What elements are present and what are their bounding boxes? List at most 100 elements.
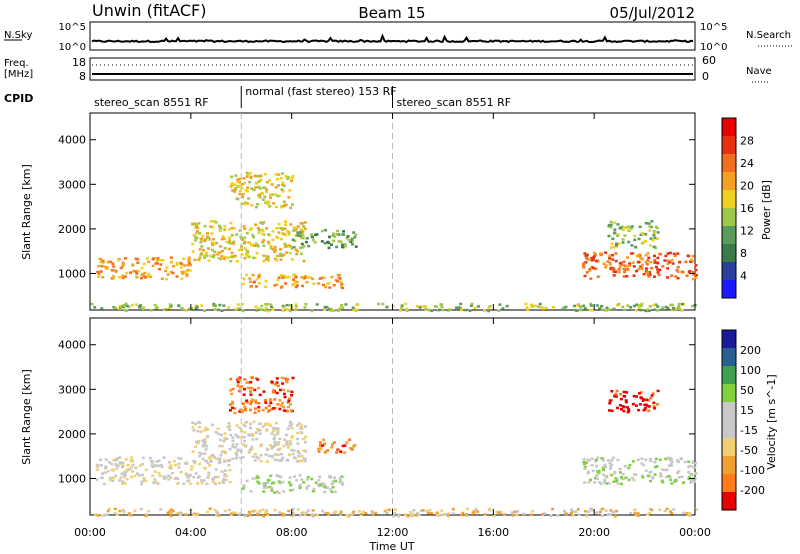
- heatmap-cell: [644, 403, 648, 407]
- heatmap-cell: [385, 509, 388, 512]
- heatmap-cell: [540, 306, 544, 309]
- heatmap-cell: [648, 471, 652, 474]
- heatmap-cell: [304, 440, 307, 444]
- heatmap-cell: [630, 225, 634, 228]
- heatmap-cell: [459, 302, 463, 306]
- heatmap-cell: [109, 260, 113, 264]
- heatmap-cell: [257, 402, 261, 405]
- heatmap-cell: [594, 267, 598, 271]
- heatmap-cell: [687, 477, 691, 481]
- heatmap-cell: [599, 508, 603, 512]
- heatmap-cell: [265, 227, 269, 230]
- colorbar-tick-label: 24: [740, 157, 754, 170]
- heatmap-cell: [327, 282, 331, 285]
- heatmap-cell: [168, 510, 172, 513]
- heatmap-cell: [127, 305, 131, 308]
- heatmap-cell: [287, 233, 291, 236]
- heatmap-cell: [114, 467, 118, 470]
- heatmap-cell: [606, 459, 610, 462]
- heatmap-cell: [256, 512, 260, 516]
- heatmap-cell: [135, 275, 139, 279]
- heatmap-cell: [589, 507, 593, 510]
- heatmap-cell: [262, 482, 266, 485]
- heatmap-cell: [341, 306, 345, 310]
- heatmap-cell: [612, 480, 616, 483]
- heatmap-cell: [364, 511, 368, 515]
- heatmap-cell: [233, 254, 237, 258]
- heatmap-cell: [241, 302, 244, 306]
- heatmap-cell: [321, 444, 325, 447]
- colorbar-tick-label: 200: [740, 344, 761, 357]
- heatmap-cell: [293, 475, 296, 478]
- heatmap-cell: [203, 467, 207, 470]
- heatmap-cell: [454, 306, 458, 310]
- heatmap-cell: [339, 510, 343, 514]
- heatmap-cell: [399, 309, 403, 312]
- x-tick-label: 20:00: [578, 526, 610, 539]
- heatmap-cell: [582, 266, 586, 269]
- heatmap-cell: [624, 268, 628, 272]
- heatmap-cell: [191, 426, 195, 429]
- heatmap-cell: [102, 482, 106, 486]
- colorbar-tick-label: 28: [740, 135, 754, 148]
- heatmap-cell: [618, 227, 622, 230]
- heatmap-cell: [595, 474, 599, 477]
- heatmap-cell: [599, 482, 603, 486]
- heatmap-cell: [647, 409, 651, 413]
- heatmap-cell: [273, 245, 277, 249]
- heatmap-cell: [661, 480, 665, 484]
- heatmap-cell: [350, 237, 354, 241]
- heatmap-cell: [650, 220, 654, 223]
- heatmap-cell: [261, 198, 265, 201]
- heatmap-cell: [245, 254, 249, 258]
- heatmap-cell: [129, 514, 133, 517]
- heatmap-cell: [269, 305, 273, 309]
- y-tick-label: 3000: [58, 383, 86, 396]
- heatmap-cell: [146, 275, 150, 278]
- heatmap-cell: [263, 173, 267, 176]
- heatmap-cell: [600, 514, 604, 517]
- heatmap-cell: [348, 438, 352, 442]
- heatmap-cell: [351, 512, 355, 515]
- heatmap-cell: [603, 478, 607, 482]
- heatmap-cell: [164, 308, 168, 312]
- heatmap-cell: [341, 233, 345, 236]
- heatmap-cell: [586, 510, 590, 513]
- heatmap-cell: [676, 471, 680, 475]
- heatmap-cell: [282, 388, 286, 392]
- heatmap-cell: [240, 410, 244, 414]
- heatmap-cell: [305, 511, 309, 514]
- heatmap-cell: [483, 309, 486, 313]
- heatmap-cell: [280, 273, 283, 277]
- heatmap-cell: [292, 273, 296, 277]
- heatmap-cell: [191, 250, 195, 253]
- heatmap-cell: [492, 514, 496, 518]
- freq-panel: [89, 57, 696, 81]
- heatmap-cell: [640, 267, 644, 271]
- heatmap-cell: [275, 474, 279, 477]
- colorbar-swatch: [722, 190, 736, 209]
- heatmap-cell: [677, 302, 681, 306]
- heatmap-cell: [620, 408, 623, 411]
- heatmap-cell: [670, 464, 674, 467]
- heatmap-cell: [633, 238, 637, 242]
- heatmap-cell: [498, 303, 502, 306]
- heatmap-cell: [186, 480, 190, 483]
- heatmap-cell: [290, 408, 293, 412]
- heatmap-cell: [241, 456, 245, 459]
- heatmap-cell: [644, 469, 648, 472]
- heatmap-cell: [227, 463, 231, 467]
- heatmap-cell: [279, 237, 283, 241]
- heatmap-cell: [249, 176, 253, 180]
- heatmap-cell: [612, 307, 616, 311]
- heatmap-cell: [414, 514, 418, 517]
- heatmap-cell: [270, 432, 274, 435]
- heatmap-cell: [648, 271, 652, 274]
- heatmap-cell: [245, 232, 249, 235]
- heatmap-cell: [201, 457, 205, 461]
- heatmap-cell: [652, 275, 656, 278]
- heatmap-cell: [317, 282, 321, 285]
- heatmap-cell: [636, 260, 640, 264]
- heatmap-cell: [595, 304, 599, 307]
- heatmap-cell: [121, 265, 125, 268]
